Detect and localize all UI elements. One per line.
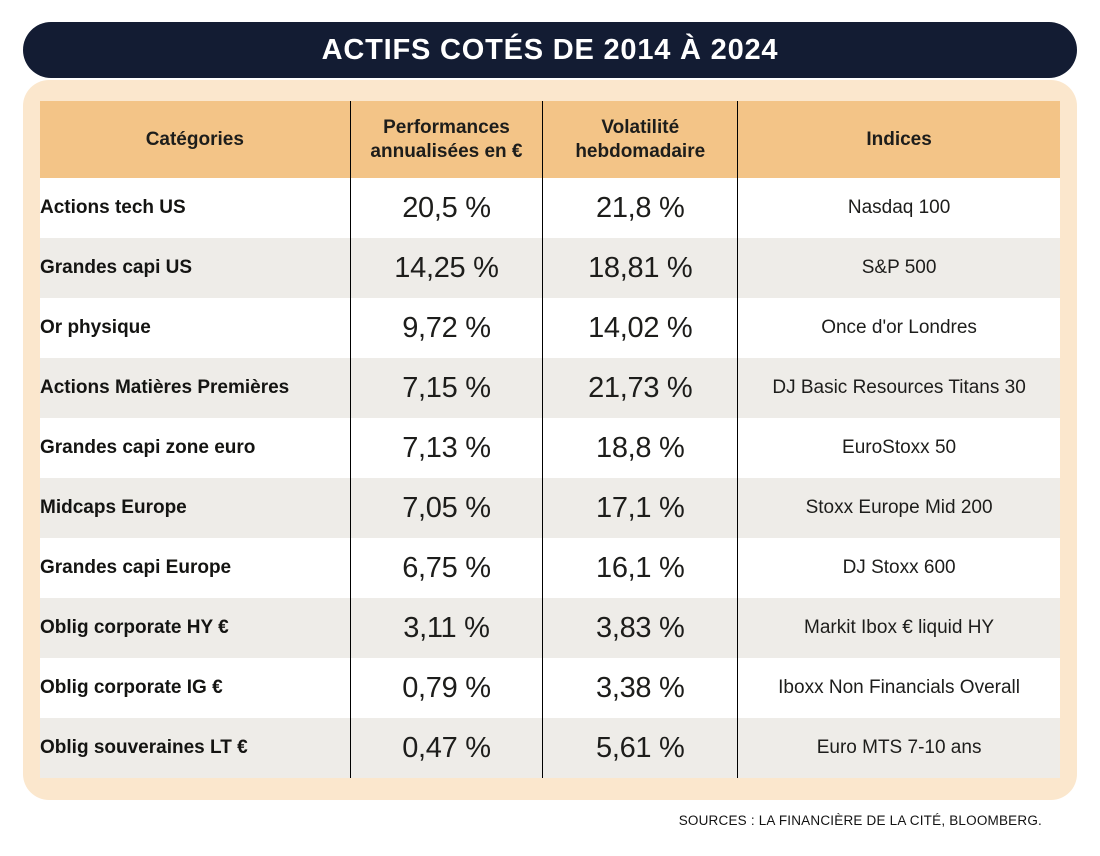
volatility-cell: 17,1 % — [542, 478, 738, 538]
performance-cell: 0,47 % — [349, 718, 543, 778]
category-cell: Midcaps Europe — [40, 497, 187, 518]
volatility-cell: 18,81 % — [542, 238, 738, 298]
index-cell: Stoxx Europe Mid 200 — [737, 478, 1060, 538]
page-title: ACTIFS COTÉS DE 2014 À 2024 — [321, 33, 779, 66]
volatility-cell: 21,8 % — [542, 178, 738, 238]
table-row: Oblig corporate HY € 3,11 % 3,83 % Marki… — [40, 598, 1060, 658]
index-cell: Iboxx Non Financials Overall — [737, 658, 1060, 718]
performance-cell: 6,75 % — [349, 538, 543, 598]
category-cell: Grandes capi US — [40, 257, 193, 278]
index-cell: DJ Stoxx 600 — [737, 538, 1060, 598]
category-cell: Actions tech US — [40, 197, 186, 218]
table-row: Actions tech US 20,5 % 21,8 % Nasdaq 100 — [40, 178, 1060, 238]
volatility-cell: 5,61 % — [542, 718, 738, 778]
performance-cell: 9,72 % — [349, 298, 543, 358]
table-header-row: Catégories Performances annualisées en €… — [40, 101, 1060, 178]
page-title-bar: ACTIFS COTÉS DE 2014 À 2024 — [23, 22, 1077, 78]
volatility-cell: 21,73 % — [542, 358, 738, 418]
index-cell: Nasdaq 100 — [737, 178, 1060, 238]
volatility-cell: 16,1 % — [542, 538, 738, 598]
category-cell: Grandes capi Europe — [40, 557, 232, 578]
table-row: Oblig corporate IG € 0,79 % 3,38 % Iboxx… — [40, 658, 1060, 718]
index-cell: S&P 500 — [737, 238, 1060, 298]
header-performance: Performances annualisées en € — [349, 101, 543, 178]
table-panel: Catégories Performances annualisées en €… — [23, 80, 1077, 800]
volatility-cell: 14,02 % — [542, 298, 738, 358]
performance-cell: 7,05 % — [349, 478, 543, 538]
volatility-cell: 3,83 % — [542, 598, 738, 658]
volatility-cell: 3,38 % — [542, 658, 738, 718]
index-cell: Once d'or Londres — [737, 298, 1060, 358]
table-row: Oblig souveraines LT € 0,47 % 5,61 % Eur… — [40, 718, 1060, 778]
source-note: SOURCES : LA FINANCIÈRE DE LA CITÉ, BLOO… — [678, 813, 1042, 828]
performance-cell: 7,15 % — [349, 358, 543, 418]
table-row: Grandes capi zone euro 7,13 % 18,8 % Eur… — [40, 418, 1060, 478]
category-cell: Or physique — [40, 317, 151, 338]
header-categories: Catégories — [40, 101, 351, 178]
table-body: Actions tech US 20,5 % 21,8 % Nasdaq 100… — [40, 178, 1060, 778]
table-row: Actions Matières Premières 7,15 % 21,73 … — [40, 358, 1060, 418]
table-row: Grandes capi Europe 6,75 % 16,1 % DJ Sto… — [40, 538, 1060, 598]
table-row: Midcaps Europe 7,05 % 17,1 % Stoxx Europ… — [40, 478, 1060, 538]
performance-cell: 7,13 % — [349, 418, 543, 478]
category-cell: Actions Matières Premières — [40, 377, 290, 398]
header-indices: Indices — [737, 101, 1060, 178]
index-cell: Markit Ibox € liquid HY — [737, 598, 1060, 658]
index-cell: Euro MTS 7-10 ans — [737, 718, 1060, 778]
index-cell: DJ Basic Resources Titans 30 — [737, 358, 1060, 418]
performance-cell: 14,25 % — [349, 238, 543, 298]
table-row: Grandes capi US 14,25 % 18,81 % S&P 500 — [40, 238, 1060, 298]
category-cell: Grandes capi zone euro — [40, 437, 256, 458]
performance-cell: 3,11 % — [349, 598, 543, 658]
table-row: Or physique 9,72 % 14,02 % Once d'or Lon… — [40, 298, 1060, 358]
assets-table: Catégories Performances annualisées en €… — [40, 101, 1060, 778]
category-cell: Oblig souveraines LT € — [40, 737, 248, 758]
index-cell: EuroStoxx 50 — [737, 418, 1060, 478]
performance-cell: 0,79 % — [349, 658, 543, 718]
performance-cell: 20,5 % — [349, 178, 543, 238]
category-cell: Oblig corporate IG € — [40, 677, 223, 698]
header-volatility: Volatilité hebdomadaire — [542, 101, 738, 178]
category-cell: Oblig corporate HY € — [40, 617, 229, 638]
volatility-cell: 18,8 % — [542, 418, 738, 478]
